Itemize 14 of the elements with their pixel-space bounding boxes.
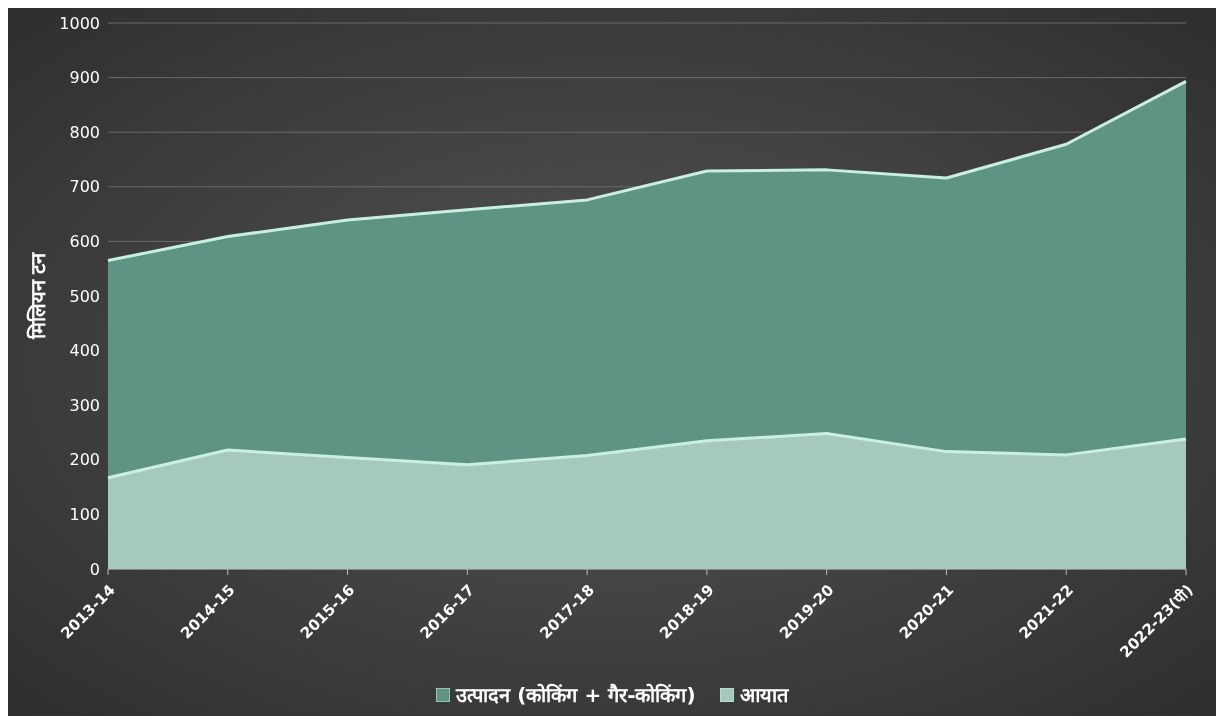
- legend-label: उत्पादन (कोकिंग + गैर-कोकिंग): [454, 682, 696, 708]
- y-tick-label: 900: [69, 68, 100, 88]
- y-tick-label: 0: [89, 559, 100, 579]
- y-tick-label: 800: [69, 122, 100, 142]
- y-tick-label: 500: [69, 286, 100, 306]
- legend-label: आयात: [738, 682, 788, 708]
- y-axis-title: मिलियन टन: [26, 251, 51, 341]
- y-tick-label: 300: [69, 395, 100, 415]
- y-tick-label: 1000: [59, 13, 100, 33]
- y-tick-label: 100: [69, 505, 100, 525]
- y-tick-label: 700: [69, 177, 100, 197]
- y-tick-label: 600: [69, 232, 100, 252]
- y-tick-label: 400: [69, 341, 100, 361]
- y-tick-label: 200: [69, 450, 100, 470]
